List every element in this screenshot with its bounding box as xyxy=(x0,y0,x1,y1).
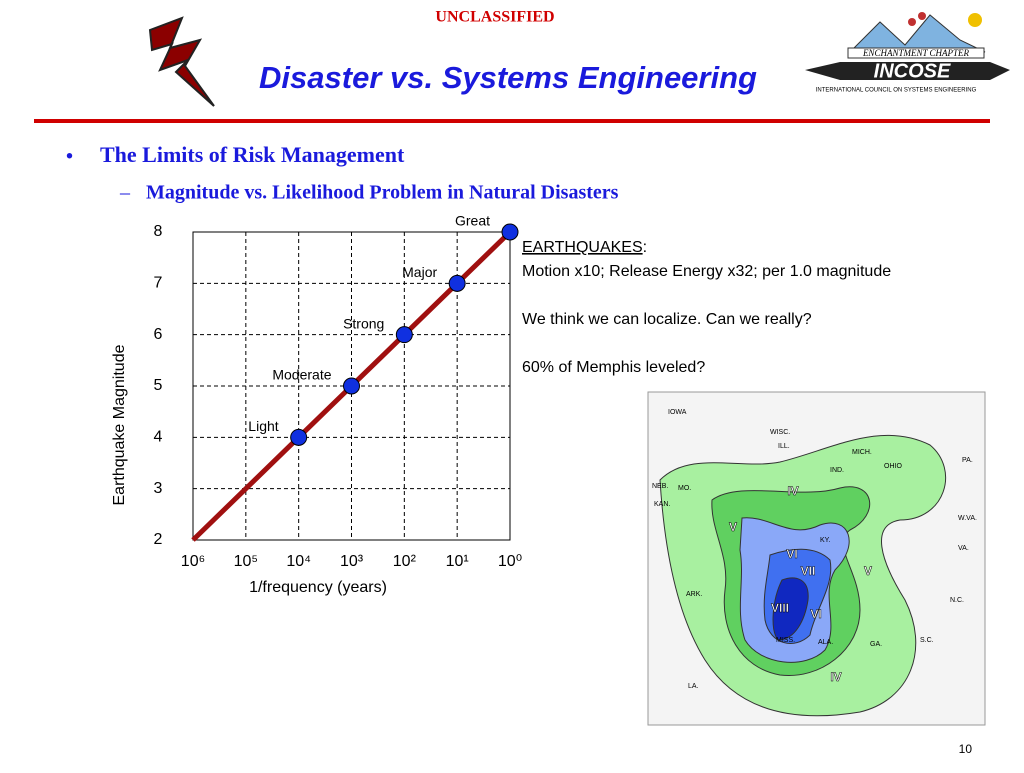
notes-heading-suffix: : xyxy=(643,239,647,256)
map-label: IND. xyxy=(830,467,844,474)
data-point xyxy=(395,326,413,344)
intensity-label: VI xyxy=(786,547,797,561)
point-label: Moderate xyxy=(272,367,331,383)
y-tick-label: 3 xyxy=(154,480,163,497)
data-point xyxy=(343,377,360,395)
intensity-label: V xyxy=(864,564,872,578)
x-tick-label: 10¹ xyxy=(446,553,469,570)
map-label: MICH. xyxy=(852,449,872,456)
x-tick-label: 10² xyxy=(393,553,417,570)
bullet-mark: • xyxy=(66,145,73,167)
map-label: OHIO xyxy=(884,463,902,470)
intensity-map: IOWA WISC. ILL. MICH. IND. OHIO PA. NEB. MO. KAN.… xyxy=(647,391,986,726)
x-tick-label: 10⁶ xyxy=(181,553,205,570)
y-tick-label: 6 xyxy=(154,326,163,343)
intensity-label: VII xyxy=(801,564,816,578)
x-tick-label: 10⁴ xyxy=(286,553,311,570)
notes-heading: EARTHQUAKES: xyxy=(522,239,647,256)
map-label: ALA. xyxy=(818,639,833,646)
intensity-label: IV xyxy=(830,670,841,684)
intensity-label: VIII xyxy=(771,601,789,615)
x-axis-title: 1/frequency (years) xyxy=(249,579,387,596)
map-label: W.VA. xyxy=(958,515,977,522)
point-label: Light xyxy=(248,418,278,434)
map-label: MISS. xyxy=(776,637,795,644)
x-tick-label: 10⁰ xyxy=(498,553,522,570)
intensity-label: VI xyxy=(810,607,821,621)
chart: 2 3 4 5 6 7 8 10⁶ 10⁵ 10⁴ 10³ 10² 10¹ 10⁰ 1/frequency … xyxy=(111,213,522,597)
notes-heading-text: EARTHQUAKES xyxy=(522,239,643,256)
map-label: MO. xyxy=(678,485,691,492)
notes-line: 60% of Memphis leveled? xyxy=(522,359,705,376)
data-point xyxy=(501,223,519,241)
page-number: 10 xyxy=(959,742,973,756)
map-label: KAN. xyxy=(654,501,670,508)
data-point xyxy=(290,428,308,446)
y-tick-label: 4 xyxy=(154,429,163,446)
y-tick-label: 7 xyxy=(154,275,163,292)
y-axis-title: Earthquake Magnitude xyxy=(111,344,128,505)
map-label: ARK. xyxy=(686,591,702,598)
point-label: Strong xyxy=(343,315,384,331)
point-label: Major xyxy=(402,264,437,280)
logo: ENCHANTMENT CHAPTER INCOSE INTERNATIONAL… xyxy=(805,12,1010,94)
slide-title: Disaster vs. Systems Engineering xyxy=(259,60,757,95)
map-label: ILL. xyxy=(778,443,790,450)
y-tick-label: 5 xyxy=(154,377,163,394)
bullet-1: The Limits of Risk Management xyxy=(100,142,405,167)
logo-bottom: INTERNATIONAL COUNCIL ON SYSTEMS ENGINEE… xyxy=(816,88,977,94)
map-label: IOWA xyxy=(668,409,687,416)
intensity-label: IV xyxy=(787,484,798,498)
logo-top: ENCHANTMENT CHAPTER xyxy=(862,48,970,58)
map-label: N.C. xyxy=(950,597,964,604)
intensity-label: V xyxy=(729,520,737,534)
y-tick-label: 8 xyxy=(154,223,163,240)
logo-name: INCOSE xyxy=(874,60,951,82)
map-label: KY. xyxy=(820,537,830,544)
x-tick-label: 10³ xyxy=(340,553,364,570)
map-label: S.C. xyxy=(920,637,934,644)
map-label: WISC. xyxy=(770,429,790,436)
bullet-mark: – xyxy=(119,182,131,204)
bullet-2: Magnitude vs. Likelihood Problem in Natu… xyxy=(146,182,619,204)
notes-line: We think we can localize. Can we really? xyxy=(522,311,812,328)
map-label: GA. xyxy=(870,641,882,648)
lightning-icon xyxy=(148,16,215,107)
point-label: Great xyxy=(455,213,490,229)
x-tick-label: 10⁵ xyxy=(234,553,258,570)
classification: UNCLASSIFIED xyxy=(435,9,554,26)
map-label: NEB. xyxy=(652,483,668,490)
map-label: VA. xyxy=(958,545,969,552)
data-point xyxy=(448,274,466,292)
notes-line: Motion x10; Release Energy x32; per 1.0 … xyxy=(522,263,891,280)
y-tick-label: 2 xyxy=(154,531,163,548)
map-label: LA. xyxy=(688,683,699,690)
map-label: PA. xyxy=(962,457,973,464)
